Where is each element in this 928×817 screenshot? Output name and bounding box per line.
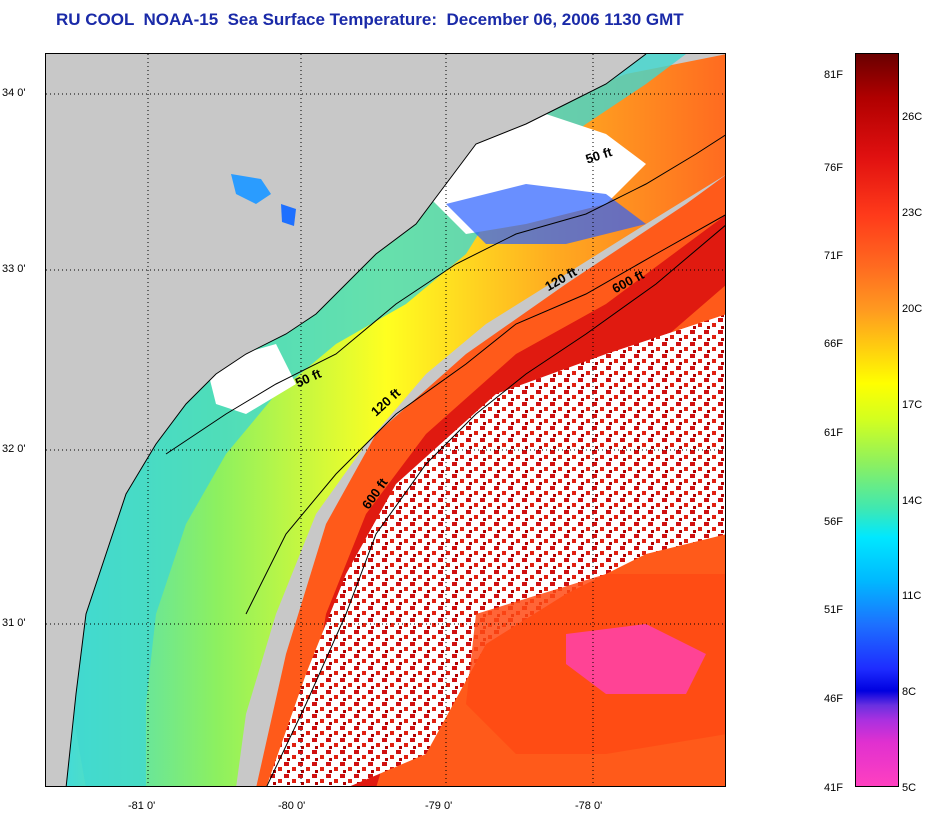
colorbar-c-label: 20C	[902, 303, 923, 315]
colorbar-c-label: 8C	[902, 686, 917, 698]
lon-tick-label: -80 0'	[278, 800, 306, 812]
colorbar-c-label: 26C	[902, 111, 923, 123]
sst-map-graphic	[46, 54, 725, 786]
depth-contour-600ft	[266, 225, 725, 786]
colorbar-f-label: 71F	[824, 250, 843, 262]
colorbar-f-label: 61F	[824, 427, 843, 439]
inland-lake-2	[281, 204, 296, 226]
lat-tick-label: 32 0'	[2, 443, 26, 455]
lon-tick-label: -81 0'	[128, 800, 156, 812]
colorbar-c-label: 23C	[902, 207, 923, 219]
colorbar-c-label: 14C	[902, 495, 923, 507]
lon-tick-label: -79 0'	[425, 800, 453, 812]
colorbar-f-label: 51F	[824, 604, 843, 616]
lon-tick-label: -78 0'	[575, 800, 603, 812]
inland-lake	[231, 174, 271, 204]
colorbar-f-label: 56F	[824, 516, 843, 528]
depth-contour-50ft	[165, 134, 725, 455]
colorbar-c-label: 5C	[902, 782, 917, 794]
colorbar-c-label: 17C	[902, 399, 923, 411]
land-mass	[46, 54, 646, 786]
lat-lon-grid	[46, 54, 725, 786]
colorbar-f-label: 76F	[824, 162, 843, 174]
cloud-cover-area	[266, 314, 725, 786]
cool-patch-east	[566, 624, 706, 694]
nearshore-cold-band	[66, 54, 686, 786]
colorbar-f-label: 66F	[824, 338, 843, 350]
colorbar-f-label: 46F	[824, 693, 843, 705]
colorbar-c-label: 11C	[902, 590, 922, 602]
long-bay-blue	[446, 184, 646, 244]
temperature-colorbar	[855, 53, 899, 787]
depth-contour-120ft	[245, 214, 725, 615]
lat-tick-label: 34 0'	[2, 87, 26, 99]
lat-tick-label: 33 0'	[2, 263, 26, 275]
lat-tick-label: 31 0'	[2, 617, 26, 629]
sst-map[interactable]	[45, 53, 726, 787]
coastline	[65, 54, 647, 786]
colorbar-f-label: 81F	[824, 69, 843, 81]
colorbar-f-label: 41F	[824, 782, 843, 794]
map-title: RU COOL NOAA-15 Sea Surface Temperature:…	[56, 10, 684, 29]
